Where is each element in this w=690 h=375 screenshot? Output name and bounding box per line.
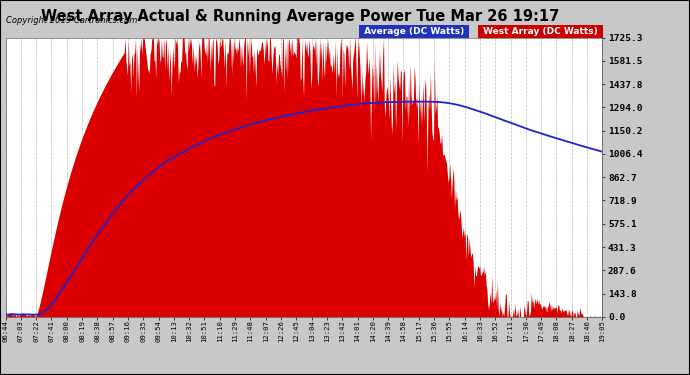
Text: West Array Actual & Running Average Power Tue Mar 26 19:17: West Array Actual & Running Average Powe… [41,9,560,24]
Text: Average (DC Watts): Average (DC Watts) [361,27,467,36]
Text: Copyright 2019 Cartronics.com: Copyright 2019 Cartronics.com [6,16,137,25]
Text: West Array (DC Watts): West Array (DC Watts) [480,27,601,36]
